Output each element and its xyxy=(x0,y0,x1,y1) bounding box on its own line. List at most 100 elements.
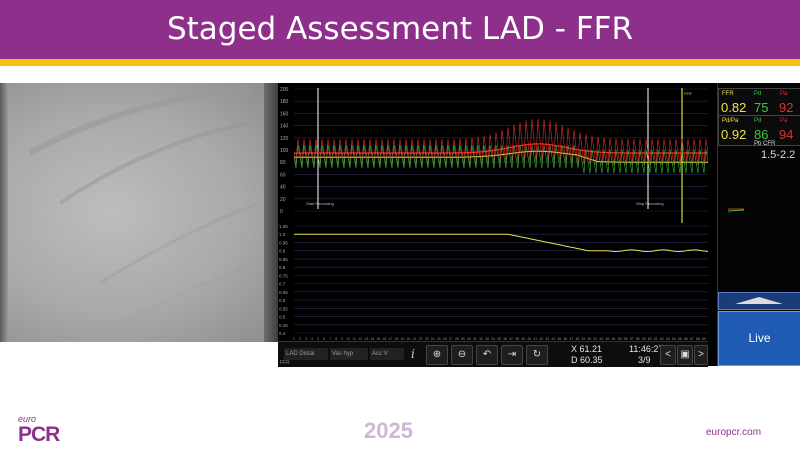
x-tick: 50 xyxy=(587,337,591,341)
vessel-select[interactable]: LAD Distal xyxy=(284,348,328,360)
pdpa-pa-value: 94 xyxy=(779,127,794,142)
top-y-tick: 140 xyxy=(280,124,289,130)
pd-label: Pd xyxy=(754,91,762,97)
marker-icon: ⇥ xyxy=(507,349,517,360)
bottom-y-tick: 0.55 xyxy=(279,306,288,311)
start-marker-label: Start Recording xyxy=(306,201,334,206)
x-tick: 1 xyxy=(293,337,295,341)
x-tick: 69 xyxy=(702,337,706,341)
x-tick: 24 xyxy=(431,337,435,341)
pdpa-pd-value: 86 xyxy=(754,127,769,142)
x-tick: 15 xyxy=(376,337,380,341)
pressure-select[interactable]: Vas hyp xyxy=(330,348,368,360)
pd-phasic-trace xyxy=(293,145,708,174)
x-tick: 59 xyxy=(642,337,646,341)
x-tick: 21 xyxy=(413,337,417,341)
zoom-in-button[interactable]: ⊕ xyxy=(426,345,448,365)
scroll-handle-icon xyxy=(735,297,783,304)
x-tick: 34 xyxy=(491,337,495,341)
refresh-button[interactable]: ↻ xyxy=(526,345,548,365)
monitor-toolbar: LAD Distal Vas hyp Acc V FFR i ⊕ ⊖ ↶ ⇥ ↻… xyxy=(278,341,708,367)
bottom-y-tick: 1.0 xyxy=(279,232,286,237)
x-tick: 20 xyxy=(407,337,411,341)
x-tick: 9 xyxy=(341,337,343,341)
x-tick: 16 xyxy=(382,337,386,341)
top-y-tick: 20 xyxy=(280,197,286,203)
x-tick: 10 xyxy=(346,337,350,341)
x-tick: 64 xyxy=(672,337,676,341)
bottom-y-tick: 0.95 xyxy=(279,240,288,245)
x-tick: 45 xyxy=(557,337,561,341)
d-readout: D 60.35 xyxy=(571,355,603,365)
view-select[interactable]: Acc V xyxy=(370,348,404,360)
ffr-ratio-plot: 1.051.00.950.90.850.80.750.70.650.60.550… xyxy=(279,224,708,341)
lock-button[interactable]: ▣ xyxy=(677,345,693,365)
pd-value: 75 xyxy=(754,100,769,115)
marker-button[interactable]: ⇥ xyxy=(501,345,523,365)
x-tick: 47 xyxy=(569,337,573,341)
x-tick: 11 xyxy=(352,337,356,341)
x-tick: 68 xyxy=(696,337,700,341)
x-tick: 67 xyxy=(690,337,694,341)
top-y-tick: 0 xyxy=(280,209,283,215)
next-button[interactable]: > xyxy=(694,345,708,365)
bottom-y-tick: 0.9 xyxy=(279,249,286,254)
angio-left-border xyxy=(0,83,8,342)
x-tick: 26 xyxy=(443,337,447,341)
toolbar-mode-label: FFR xyxy=(280,360,290,366)
pa-value: 92 xyxy=(779,100,794,115)
bottom-y-tick: 0.5 xyxy=(279,315,286,320)
slide-year: 2025 xyxy=(364,418,413,443)
x-tick: 36 xyxy=(503,337,507,341)
x-tick: 63 xyxy=(666,337,670,341)
bottom-y-tick: 0.6 xyxy=(279,298,286,303)
x-tick: 7 xyxy=(329,337,331,341)
x-tick: 54 xyxy=(612,337,616,341)
pbcfr-label: Pb CFR xyxy=(754,141,776,147)
x-tick: 23 xyxy=(425,337,429,341)
bottom-y-tick: 0.8 xyxy=(279,265,286,270)
logo-euro-text: euro xyxy=(18,414,37,424)
scroll-bar[interactable] xyxy=(718,292,800,310)
pdpa-label: Pd/Pa xyxy=(722,118,739,124)
pdpa-pa-label: Pa xyxy=(780,118,788,124)
ffr-value: 0.82 xyxy=(721,100,747,115)
bottom-y-tick: 0.7 xyxy=(279,282,286,287)
stop-marker-label: Stop Recording xyxy=(636,201,664,206)
live-button[interactable]: Live xyxy=(718,311,800,366)
x-tick: 49 xyxy=(581,337,585,341)
x-tick: 44 xyxy=(551,337,555,341)
x-tick: 6 xyxy=(323,337,325,341)
prev-button[interactable]: < xyxy=(660,345,676,365)
ffr-value-box: FFR Pd Pa 0.82 75 92 xyxy=(718,88,800,119)
x-tick: 61 xyxy=(654,337,658,341)
x-tick: 58 xyxy=(636,337,640,341)
top-y-tick: 160 xyxy=(280,111,289,117)
angio-right-border xyxy=(264,83,278,342)
website-link[interactable]: europcr.com xyxy=(706,427,762,438)
top-y-tick: 180 xyxy=(280,99,289,105)
zoom-out-button[interactable]: ⊖ xyxy=(451,345,473,365)
info-icon[interactable]: i xyxy=(411,347,415,361)
x-tick: 53 xyxy=(606,337,610,341)
x-tick: 12 xyxy=(358,337,362,341)
x-tick: 35 xyxy=(497,337,501,341)
angiography-image xyxy=(0,83,278,342)
zoom-out-icon: ⊖ xyxy=(457,349,467,360)
x-tick: 32 xyxy=(479,337,483,341)
x-tick: 46 xyxy=(563,337,567,341)
pdpa-pd-label: Pd xyxy=(754,118,762,124)
ffr-label: FFR xyxy=(722,91,734,97)
x-tick: 3 xyxy=(305,337,307,341)
lock-icon: ▣ xyxy=(680,349,690,360)
undo-button[interactable]: ↶ xyxy=(476,345,498,365)
x-tick: 5 xyxy=(317,337,319,341)
x-tick: 4 xyxy=(311,337,313,341)
x-tick: 2 xyxy=(299,337,301,341)
x-tick: 40 xyxy=(527,337,531,341)
x-tick: 60 xyxy=(648,337,652,341)
x-tick: 55 xyxy=(618,337,622,341)
trend-mini-icon xyxy=(727,208,745,212)
pa-phasic-trace xyxy=(293,118,708,166)
